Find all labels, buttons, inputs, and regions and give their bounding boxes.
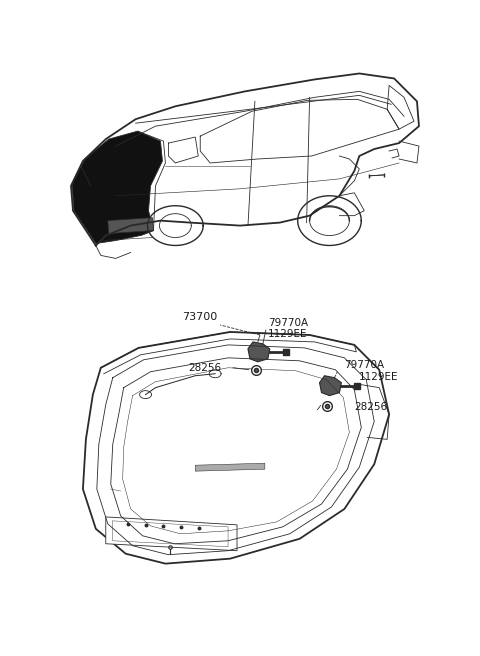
Text: 73700: 73700	[182, 312, 217, 322]
Polygon shape	[195, 463, 265, 471]
Text: 28256: 28256	[188, 363, 221, 373]
Text: 79770A: 79770A	[268, 318, 308, 328]
Polygon shape	[320, 376, 341, 396]
Text: 28256: 28256	[354, 401, 387, 411]
Polygon shape	[248, 342, 270, 362]
Polygon shape	[108, 218, 154, 234]
Text: 1129EE: 1129EE	[360, 372, 399, 382]
Polygon shape	[83, 332, 389, 564]
Text: 1129EE: 1129EE	[268, 329, 307, 339]
Polygon shape	[72, 131, 162, 243]
Text: 79770A: 79770A	[344, 359, 384, 370]
Polygon shape	[106, 517, 237, 550]
